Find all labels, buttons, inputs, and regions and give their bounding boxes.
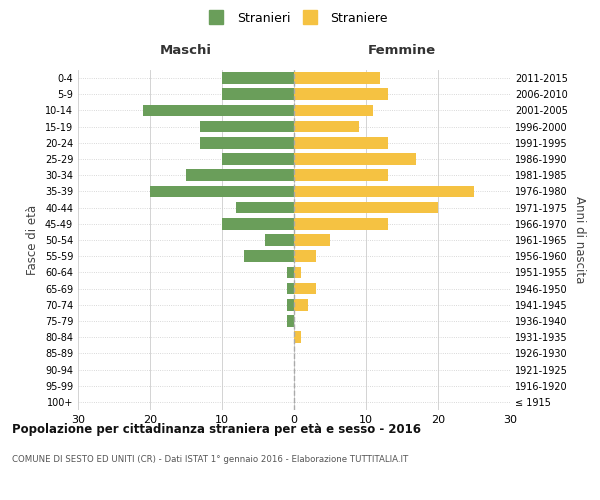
Bar <box>294 121 359 132</box>
Legend: Stranieri, Straniere: Stranieri, Straniere <box>208 8 392 29</box>
Bar <box>294 299 308 310</box>
Bar <box>236 202 294 213</box>
Bar <box>294 332 301 343</box>
Bar <box>294 170 388 181</box>
Bar <box>265 234 294 246</box>
Bar <box>222 218 294 230</box>
Text: Maschi: Maschi <box>160 44 212 57</box>
Text: Popolazione per cittadinanza straniera per età e sesso - 2016: Popolazione per cittadinanza straniera p… <box>12 422 421 436</box>
Bar <box>143 104 294 117</box>
Bar <box>294 186 474 198</box>
Bar <box>294 218 388 230</box>
Bar <box>200 121 294 132</box>
Bar <box>222 88 294 100</box>
Bar <box>294 234 330 246</box>
Y-axis label: Anni di nascita: Anni di nascita <box>573 196 586 284</box>
Text: Femmine: Femmine <box>368 44 436 57</box>
Bar <box>287 299 294 310</box>
Bar <box>150 186 294 198</box>
Text: COMUNE DI SESTO ED UNITI (CR) - Dati ISTAT 1° gennaio 2016 - Elaborazione TUTTIT: COMUNE DI SESTO ED UNITI (CR) - Dati IST… <box>12 455 408 464</box>
Bar <box>294 153 416 165</box>
Bar <box>294 250 316 262</box>
Bar <box>200 137 294 148</box>
Bar <box>186 170 294 181</box>
Bar <box>294 104 373 117</box>
Bar <box>294 266 301 278</box>
Bar <box>294 72 380 84</box>
Y-axis label: Fasce di età: Fasce di età <box>26 205 39 275</box>
Bar <box>287 282 294 294</box>
Bar <box>287 315 294 327</box>
Bar <box>294 88 388 100</box>
Bar <box>222 153 294 165</box>
Bar <box>222 72 294 84</box>
Bar <box>294 202 438 213</box>
Bar <box>287 266 294 278</box>
Bar <box>294 137 388 148</box>
Bar <box>294 282 316 294</box>
Bar <box>244 250 294 262</box>
